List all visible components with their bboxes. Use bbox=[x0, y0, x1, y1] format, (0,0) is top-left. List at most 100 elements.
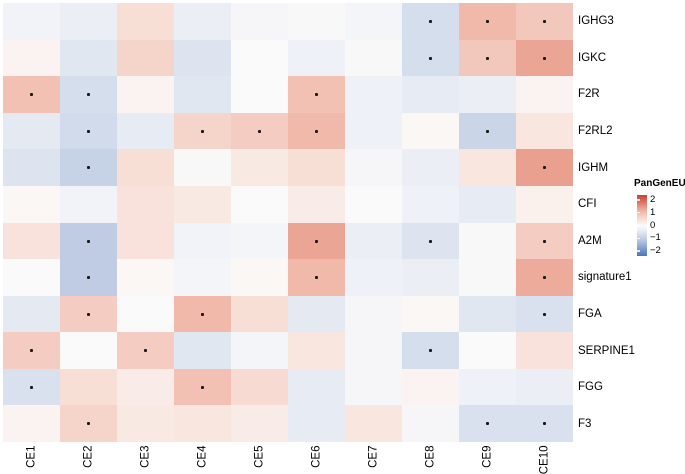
heatmap-cell bbox=[3, 295, 60, 333]
heatmap-cell bbox=[459, 259, 516, 297]
heatmap-cell bbox=[516, 112, 573, 150]
column-label: CE6 bbox=[300, 446, 334, 474]
heatmap-cell bbox=[3, 332, 60, 370]
heatmap-cell bbox=[174, 149, 231, 187]
row-label: signature1 bbox=[578, 271, 632, 284]
heatmap-cell bbox=[345, 76, 402, 114]
heatmap-cell bbox=[117, 405, 174, 443]
heatmap-cell bbox=[345, 405, 402, 443]
heatmap-cell bbox=[459, 405, 516, 443]
heatmap-cell bbox=[174, 222, 231, 260]
heatmap-cell bbox=[288, 3, 345, 41]
heatmap-cell bbox=[345, 3, 402, 41]
heatmap-cell bbox=[117, 185, 174, 223]
heatmap-cell bbox=[288, 112, 345, 150]
heatmap-cell bbox=[459, 3, 516, 41]
heatmap-cell bbox=[231, 3, 288, 41]
significance-dot bbox=[87, 129, 90, 133]
heatmap-cell bbox=[60, 259, 117, 297]
row-label: SERPINE1 bbox=[578, 344, 635, 357]
heatmap-cell bbox=[231, 185, 288, 223]
heatmap-cell bbox=[60, 368, 117, 406]
significance-dot bbox=[315, 129, 318, 133]
heatmap-cell bbox=[402, 112, 459, 150]
significance-dot bbox=[429, 349, 432, 353]
heatmap-cell bbox=[174, 259, 231, 297]
legend-tick-label: −1 bbox=[650, 232, 661, 244]
heatmap-cell bbox=[117, 112, 174, 150]
column-label-text: CE10 bbox=[538, 445, 550, 474]
legend-tick-mark bbox=[637, 237, 640, 240]
heatmap-cell bbox=[345, 368, 402, 406]
significance-dot bbox=[87, 312, 90, 316]
heatmap-cell bbox=[402, 259, 459, 297]
row-label: CFI bbox=[578, 198, 597, 211]
heatmap-cell bbox=[459, 185, 516, 223]
legend-tick-label: −2 bbox=[650, 245, 661, 257]
row-label: F3 bbox=[578, 417, 592, 430]
significance-dot bbox=[201, 129, 204, 133]
row-label: FGA bbox=[578, 307, 602, 320]
heatmap-cell bbox=[174, 332, 231, 370]
legend-tick-label: 1 bbox=[650, 206, 656, 218]
heatmap-cell bbox=[174, 295, 231, 333]
heatmap-cell bbox=[288, 39, 345, 77]
row-label: IGKC bbox=[578, 51, 607, 64]
heatmap-cell bbox=[402, 39, 459, 77]
significance-dot bbox=[87, 276, 90, 280]
column-label: CE2 bbox=[72, 446, 106, 474]
heatmap-cell bbox=[174, 76, 231, 114]
column-label: CE10 bbox=[528, 446, 562, 474]
heatmap-cell bbox=[459, 222, 516, 260]
legend-tick-mark bbox=[637, 224, 640, 227]
heatmap-cell bbox=[345, 39, 402, 77]
heatmap-cell bbox=[3, 3, 60, 41]
heatmap-cell bbox=[288, 405, 345, 443]
heatmap-cell bbox=[60, 149, 117, 187]
heatmap-cell bbox=[3, 405, 60, 443]
column-label-text: CE1 bbox=[25, 445, 37, 468]
heatmap-cell bbox=[117, 39, 174, 77]
heatmap-cell bbox=[231, 295, 288, 333]
significance-dot bbox=[30, 93, 33, 97]
heatmap-cell bbox=[288, 332, 345, 370]
column-label-text: CE8 bbox=[424, 445, 436, 468]
legend-tick-label: 2 bbox=[650, 193, 656, 205]
heatmap-cell bbox=[60, 39, 117, 77]
heatmap-cell bbox=[345, 112, 402, 150]
significance-dot bbox=[258, 129, 261, 133]
heatmap-cell bbox=[174, 39, 231, 77]
heatmap-cell bbox=[345, 222, 402, 260]
significance-dot bbox=[543, 166, 546, 170]
significance-dot bbox=[87, 166, 90, 170]
heatmap-cell bbox=[516, 259, 573, 297]
heatmap-cell bbox=[174, 112, 231, 150]
significance-dot bbox=[201, 312, 204, 316]
heatmap-cell bbox=[60, 112, 117, 150]
significance-dot bbox=[315, 239, 318, 243]
heatmap-cell bbox=[288, 368, 345, 406]
significance-dot bbox=[543, 312, 546, 316]
heatmap-cell bbox=[288, 76, 345, 114]
heatmap-cell bbox=[459, 368, 516, 406]
legend-tick-mark bbox=[637, 250, 640, 252]
heatmap-cell bbox=[516, 39, 573, 77]
heatmap-cell bbox=[459, 112, 516, 150]
significance-dot bbox=[543, 56, 546, 60]
legend: PanGenEU 2 1 0 −1 −2 bbox=[630, 178, 685, 268]
heatmap-cell bbox=[117, 368, 174, 406]
row-label: F2RL2 bbox=[578, 125, 613, 138]
row-label: IGHG3 bbox=[578, 15, 614, 28]
column-label-text: CE4 bbox=[196, 445, 208, 468]
significance-dot bbox=[429, 56, 432, 60]
significance-dot bbox=[486, 129, 489, 133]
heatmap-cell bbox=[459, 39, 516, 77]
legend-tick-mark bbox=[637, 211, 640, 214]
heatmap-cell bbox=[60, 3, 117, 41]
significance-dot bbox=[315, 93, 318, 97]
heatmap-cell bbox=[231, 39, 288, 77]
heatmap-cell bbox=[516, 185, 573, 223]
column-label-text: CE9 bbox=[481, 445, 493, 468]
heatmap-cell bbox=[174, 185, 231, 223]
heatmap-cell bbox=[117, 3, 174, 41]
